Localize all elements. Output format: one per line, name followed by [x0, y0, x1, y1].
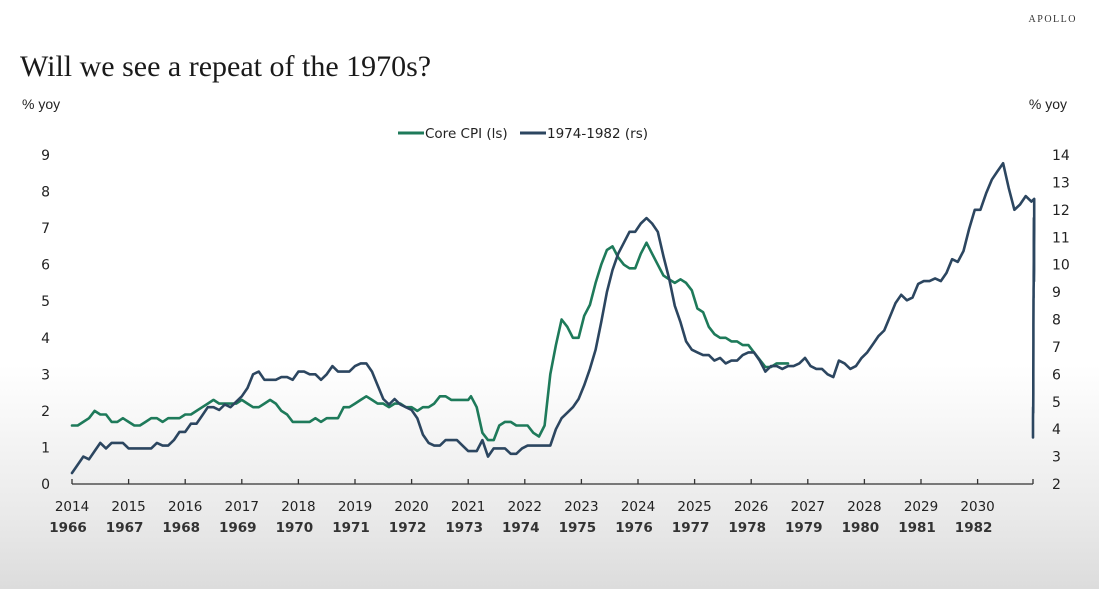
y-right-tick-label: 7: [1052, 340, 1061, 356]
x-tick-label-bottom: 1969: [219, 520, 257, 536]
y-right-tick-label: 11: [1052, 230, 1070, 246]
y-left-tick-label: 3: [41, 367, 50, 383]
y-left-tick-label: 2: [41, 404, 50, 420]
x-tick-label-top: 2019: [338, 499, 372, 515]
x-tick-label-bottom: 1982: [955, 520, 993, 536]
y-left-tick-label: 5: [41, 294, 50, 310]
x-tick-label-top: 2015: [111, 499, 145, 515]
y-right-tick-label: 8: [1052, 313, 1061, 329]
x-tick-label-top: 2021: [451, 499, 485, 515]
x-tick-label-bottom: 1978: [728, 520, 766, 536]
x-tick-label-bottom: 1966: [49, 520, 87, 536]
y-right-tick-label: 6: [1052, 367, 1061, 383]
x-tick-label-top: 2016: [168, 499, 202, 515]
x-tick-label-bottom: 1977: [672, 520, 710, 536]
x-tick-label-top: 2020: [394, 499, 428, 515]
x-tick-label-bottom: 1971: [332, 520, 370, 536]
x-tick-label-bottom: 1972: [389, 520, 427, 536]
x-tick-label-top: 2029: [904, 499, 938, 515]
x-tick-label-top: 2026: [734, 499, 768, 515]
y-left-tick-label: 1: [41, 440, 50, 456]
legend-label: 1974-1982 (rs): [547, 126, 648, 142]
y-right-tick-label: 14: [1052, 148, 1070, 164]
1974-1982-line: [70, 161, 1036, 475]
y-right-tick-label: 13: [1052, 175, 1070, 191]
x-tick-label-bottom: 1981: [898, 520, 936, 536]
y-right-tick-label: 4: [1052, 422, 1061, 438]
y-right-tick-label: 10: [1052, 258, 1070, 274]
page-title: Will we see a repeat of the 1970s?: [20, 50, 432, 84]
x-tick-label-top: 2024: [621, 499, 655, 515]
x-tick-label-bottom: 1974: [502, 520, 540, 536]
x-tick-label-top: 2018: [281, 499, 315, 515]
x-tick-label-top: 2023: [564, 499, 598, 515]
y-left-tick-label: 9: [41, 148, 50, 164]
x-tick-label-top: 2028: [847, 499, 881, 515]
x-tick-label-bottom: 1970: [276, 520, 314, 536]
x-tick-label-bottom: 1967: [106, 520, 144, 536]
y-left-tick-label: 4: [41, 331, 50, 347]
x-tick-label-bottom: 1975: [559, 520, 597, 536]
x-tick-label-top: 2022: [508, 499, 542, 515]
y-left-tick-label: 6: [41, 258, 50, 274]
core-cpi-line: [70, 241, 790, 442]
y-left-tick-label: 0: [41, 477, 50, 493]
y-left-tick-label: 8: [41, 185, 50, 201]
x-tick-label-top: 2014: [55, 499, 89, 515]
x-axis: 2014 2015 2016 2017 2018 2019 2020 2021 2022 2023…: [49, 479, 1034, 536]
left-axis-unit: % yoy: [22, 96, 61, 112]
y-right-tick-label: 9: [1052, 285, 1061, 301]
right-axis-unit: % yoy: [1028, 96, 1067, 112]
x-tick-label-top: 2017: [225, 499, 259, 515]
x-tick-label-bottom: 1973: [445, 520, 483, 536]
x-tick-label-bottom: 1976: [615, 520, 653, 536]
y-right-tick-label: 12: [1052, 203, 1070, 219]
x-tick-label-top: 2027: [791, 499, 825, 515]
y-axis-right: 2 3 4 5 6 7 8 9 10 11 12 13 14: [1052, 148, 1070, 493]
legend-label: Core CPI (ls): [425, 126, 508, 142]
legend: Core CPI (ls) 1974-1982 (rs): [398, 126, 648, 142]
brand-logo: APOLLO: [1028, 14, 1077, 25]
y-axis-left: 0 1 2 3 4 5 6 7 8 9: [41, 148, 50, 493]
y-right-tick-label: 3: [1052, 450, 1061, 466]
y-left-tick-label: 7: [41, 221, 50, 237]
x-tick-label-bottom: 1980: [842, 520, 880, 536]
y-right-tick-label: 2: [1052, 477, 1061, 493]
series-group: [70, 161, 1036, 475]
x-tick-label-bottom: 1979: [785, 520, 823, 536]
x-tick-label-top: 2030: [960, 499, 994, 515]
x-tick-label-bottom: 1968: [162, 520, 200, 536]
y-right-tick-label: 5: [1052, 395, 1061, 411]
x-tick-label-top: 2025: [677, 499, 711, 515]
